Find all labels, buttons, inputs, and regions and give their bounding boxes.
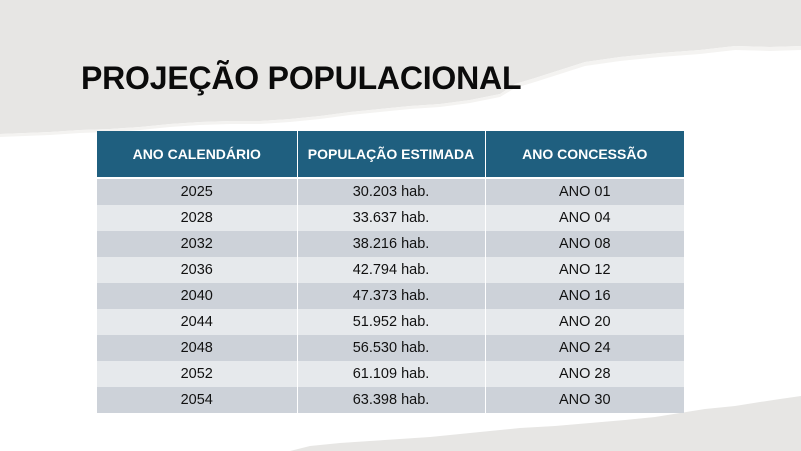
cell-ano-calendario: 2025 xyxy=(97,178,297,205)
table-row: 2025 30.203 hab. ANO 01 xyxy=(97,178,684,205)
cell-ano-calendario: 2028 xyxy=(97,205,297,231)
cell-ano-calendario: 2052 xyxy=(97,361,297,387)
cell-populacao-estimada: 42.794 hab. xyxy=(296,257,485,283)
table-row: 2032 38.216 hab. ANO 08 xyxy=(97,231,684,257)
column-header-populacao-estimada: POPULAÇÃO ESTIMADA xyxy=(296,131,485,179)
table-row: 2044 51.952 hab. ANO 20 xyxy=(97,309,684,335)
page-title: PROJEÇÃO POPULACIONAL xyxy=(81,60,522,96)
population-table-container: ANO CALENDÁRIO POPULAÇÃO ESTIMADA ANO CO… xyxy=(97,131,684,413)
table-row: 2036 42.794 hab. ANO 12 xyxy=(97,257,684,283)
cell-ano-concessao: ANO 12 xyxy=(484,257,684,283)
cell-ano-concessao: ANO 16 xyxy=(484,283,684,309)
table-header-row: ANO CALENDÁRIO POPULAÇÃO ESTIMADA ANO CO… xyxy=(97,131,684,179)
cell-ano-calendario: 2036 xyxy=(97,257,297,283)
cell-populacao-estimada: 38.216 hab. xyxy=(296,231,485,257)
cell-ano-concessao: ANO 08 xyxy=(484,231,684,257)
cell-ano-calendario: 2032 xyxy=(97,231,297,257)
cell-ano-calendario: 2054 xyxy=(97,387,297,413)
top-torn-paper xyxy=(0,0,801,134)
population-projection-table: ANO CALENDÁRIO POPULAÇÃO ESTIMADA ANO CO… xyxy=(97,131,684,413)
cell-ano-calendario: 2044 xyxy=(97,309,297,335)
table-row: 2054 63.398 hab. ANO 30 xyxy=(97,387,684,413)
cell-populacao-estimada: 61.109 hab. xyxy=(296,361,485,387)
cell-populacao-estimada: 47.373 hab. xyxy=(296,283,485,309)
cell-ano-concessao: ANO 04 xyxy=(484,205,684,231)
cell-populacao-estimada: 30.203 hab. xyxy=(296,178,485,205)
cell-ano-calendario: 2048 xyxy=(97,335,297,361)
cell-populacao-estimada: 56.530 hab. xyxy=(296,335,485,361)
cell-ano-concessao: ANO 01 xyxy=(484,178,684,205)
cell-ano-concessao: ANO 24 xyxy=(484,335,684,361)
table-row: 2048 56.530 hab. ANO 24 xyxy=(97,335,684,361)
cell-ano-concessao: ANO 30 xyxy=(484,387,684,413)
cell-populacao-estimada: 33.637 hab. xyxy=(296,205,485,231)
column-header-ano-calendario: ANO CALENDÁRIO xyxy=(97,131,297,179)
cell-ano-concessao: ANO 28 xyxy=(484,361,684,387)
cell-ano-calendario: 2040 xyxy=(97,283,297,309)
column-header-ano-concessao: ANO CONCESSÃO xyxy=(484,131,684,179)
table-row: 2052 61.109 hab. ANO 28 xyxy=(97,361,684,387)
cell-populacao-estimada: 51.952 hab. xyxy=(296,309,485,335)
cell-populacao-estimada: 63.398 hab. xyxy=(296,387,485,413)
bottom-torn-paper xyxy=(290,396,801,451)
cell-ano-concessao: ANO 20 xyxy=(484,309,684,335)
table-row: 2028 33.637 hab. ANO 04 xyxy=(97,205,684,231)
table-row: 2040 47.373 hab. ANO 16 xyxy=(97,283,684,309)
